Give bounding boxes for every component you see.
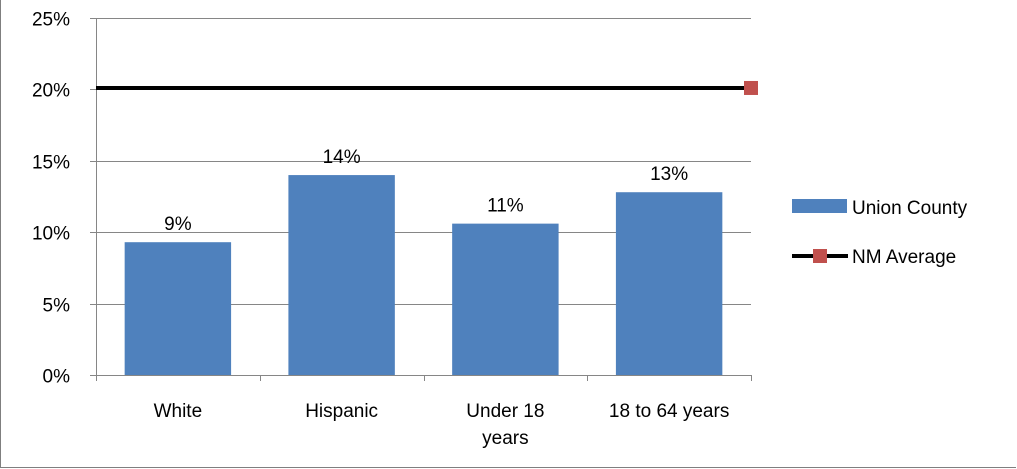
bar-1 — [125, 242, 231, 375]
nm-average-marker — [744, 81, 758, 95]
legend-marker-nm-average — [813, 249, 827, 263]
category-label: Under 18 — [466, 401, 544, 422]
y-tick-label: 5% — [43, 296, 71, 317]
bar-2 — [288, 175, 394, 375]
category-label: years — [482, 428, 528, 449]
bar-3 — [452, 224, 558, 375]
data-label: 11% — [487, 196, 524, 217]
y-tick-label: 15% — [32, 153, 70, 174]
data-label: 14% — [323, 147, 361, 168]
data-label: 9% — [164, 214, 192, 235]
data-label: 13% — [650, 164, 688, 185]
legend-label-nm-average: NM Average — [852, 247, 956, 268]
y-tick-label: 25% — [32, 10, 70, 31]
legend-swatch-union-county — [792, 199, 847, 213]
category-label: White — [154, 401, 203, 422]
bar-4 — [616, 192, 722, 375]
category-label: Hispanic — [305, 401, 378, 422]
category-label: 18 to 64 years — [609, 401, 729, 422]
y-tick-label: 0% — [43, 367, 71, 388]
y-tick-label: 20% — [32, 81, 70, 102]
y-tick-label: 10% — [32, 224, 70, 245]
legend-label-union-county: Union County — [852, 198, 968, 219]
